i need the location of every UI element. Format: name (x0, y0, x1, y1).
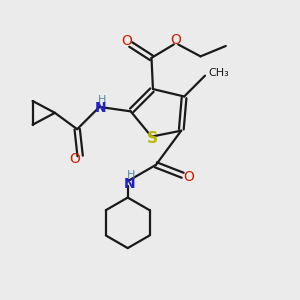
Text: H: H (98, 95, 106, 105)
Text: O: O (121, 34, 132, 48)
Text: CH₃: CH₃ (208, 68, 229, 78)
Text: O: O (69, 152, 80, 166)
Text: O: O (170, 33, 181, 47)
Text: N: N (123, 177, 135, 190)
Text: O: O (183, 170, 194, 184)
Text: H: H (127, 170, 136, 180)
Text: S: S (147, 130, 158, 146)
Text: N: N (95, 101, 107, 116)
